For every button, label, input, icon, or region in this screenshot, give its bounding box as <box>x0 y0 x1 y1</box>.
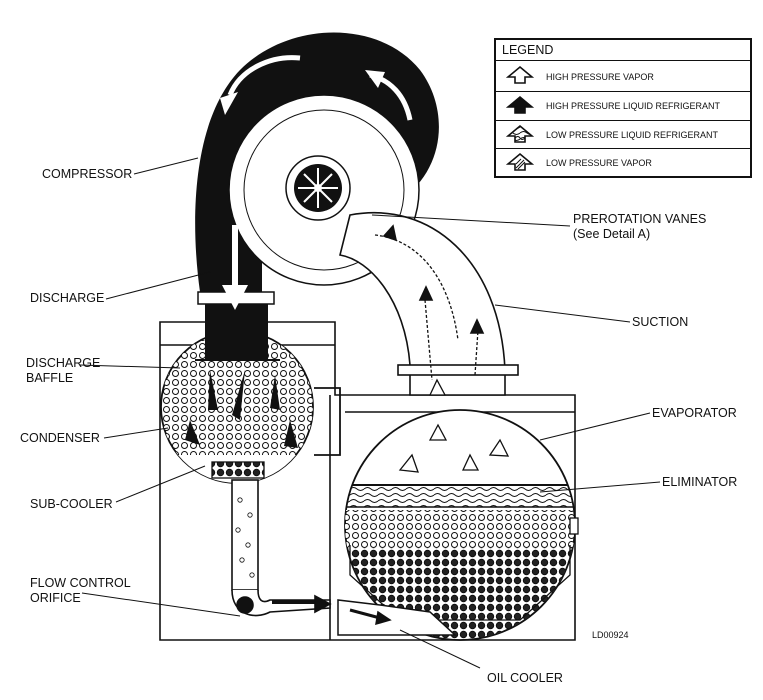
compressor-label: COMPRESSOR <box>42 167 133 181</box>
legend-box: LEGEND HIGH PRESSURE VAPOR HIGH PRESSURE… <box>494 38 752 178</box>
flow-control-orifice-label: FLOW CONTROL ORIFICE <box>30 576 131 605</box>
hollow-arrow-icon <box>506 65 534 84</box>
oil-cooler <box>337 599 457 636</box>
legend-item-label: LOW PRESSURE LIQUID REFRIGERANT <box>546 130 719 140</box>
hatched-arrow-icon <box>506 152 534 171</box>
evaporator-label: EVAPORATOR <box>652 406 737 420</box>
unit-frame <box>159 321 576 641</box>
compressor-volute <box>195 32 439 330</box>
discharge-baffle-label: DISCHARGE BAFFLE <box>26 356 101 385</box>
liquid-line <box>231 479 332 617</box>
suction-pipe <box>339 211 519 396</box>
oil-cooler-label: OIL COOLER <box>487 671 563 685</box>
solid-arrow-icon <box>506 95 534 114</box>
condenser-shell <box>160 330 341 484</box>
leader-lines <box>79 157 661 669</box>
legend-item-label: LOW PRESSURE VAPOR <box>546 158 652 168</box>
legend-title: LEGEND <box>502 43 554 57</box>
discharge-label: DISCHARGE <box>30 291 105 305</box>
evaporator-shell <box>344 378 579 641</box>
eliminator-label: ELIMINATOR <box>662 475 738 489</box>
condenser-label: CONDENSER <box>20 431 100 445</box>
legend-item-label: HIGH PRESSURE VAPOR <box>546 72 654 82</box>
legend-item-label: HIGH PRESSURE LIQUID REFRIGERANT <box>546 101 721 111</box>
wavy-arrow-icon <box>506 124 534 143</box>
drawing-code: LD00924 <box>592 630 629 640</box>
suction-label: SUCTION <box>632 315 689 329</box>
sub-cooler-label: SUB-COOLER <box>30 497 113 511</box>
prerotation-vanes-label: PREROTATION VANES (See Detail A) <box>573 212 707 241</box>
